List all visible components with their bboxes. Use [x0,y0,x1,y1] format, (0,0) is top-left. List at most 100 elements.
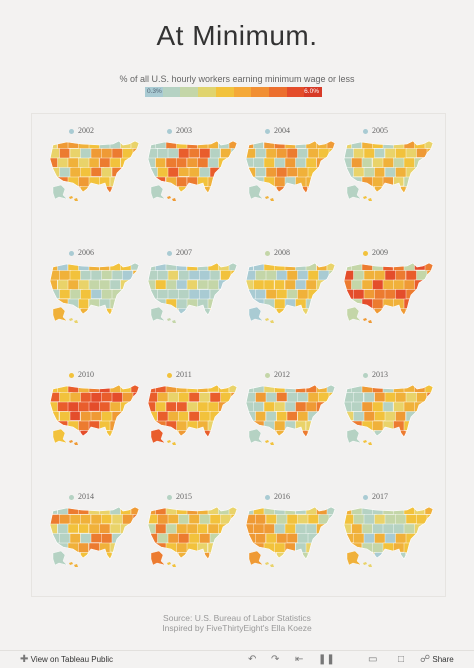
state-shape[interactable] [132,411,143,423]
state-shape[interactable] [295,401,307,413]
state-shape[interactable] [78,401,90,412]
state-shape[interactable] [59,270,72,281]
state-shape[interactable] [59,514,71,525]
state-shape[interactable] [416,552,429,562]
state-shape[interactable] [111,270,124,280]
state-shape[interactable] [220,552,232,562]
state-shape[interactable] [395,148,408,159]
state-shape[interactable] [361,523,373,534]
state-shape[interactable] [316,298,328,309]
state-shape[interactable] [307,186,320,196]
state-shape[interactable] [305,401,317,413]
state-shape[interactable] [78,523,90,534]
alaska-shape[interactable] [248,306,264,322]
state-shape[interactable] [130,176,142,187]
state-shape[interactable] [255,514,266,526]
state-shape[interactable] [220,148,232,158]
state-shape[interactable] [297,533,310,544]
state-shape[interactable] [220,186,233,198]
state-shape[interactable] [90,148,104,160]
state-shape[interactable] [341,542,353,553]
state-shape[interactable] [286,289,299,299]
state-shape[interactable] [199,270,211,281]
state-shape[interactable] [120,420,134,431]
state-shape[interactable] [120,523,133,535]
state-shape[interactable] [188,514,201,525]
state-shape[interactable] [67,279,80,291]
state-shape[interactable] [132,308,143,319]
state-shape[interactable] [47,279,58,292]
state-shape[interactable] [326,401,339,412]
state-shape[interactable] [167,186,179,197]
state-shape[interactable] [47,157,59,168]
state-shape[interactable] [245,411,256,423]
state-shape[interactable] [403,542,417,554]
state-shape[interactable] [405,552,418,562]
state-shape[interactable] [374,514,386,526]
state-shape[interactable] [88,279,101,291]
state-shape[interactable] [209,148,221,159]
us-choropleth-map[interactable] [243,139,339,203]
state-shape[interactable] [157,392,169,402]
state-shape[interactable] [178,186,191,198]
state-shape[interactable] [245,392,257,403]
state-shape[interactable] [122,167,135,177]
state-shape[interactable] [167,167,180,178]
state-shape[interactable] [363,392,375,404]
state-shape[interactable] [188,148,200,159]
state-shape[interactable] [253,401,264,413]
state-shape[interactable] [218,279,232,290]
us-choropleth-map[interactable] [145,505,241,569]
hawaii-shape[interactable] [363,562,372,567]
state-shape[interactable] [111,186,123,197]
view-on-tableau-link[interactable]: ✚ View on Tableau Public [20,654,113,665]
year-map-2006[interactable]: 2006 [47,248,143,358]
state-shape[interactable] [178,533,191,545]
state-shape[interactable] [186,401,199,413]
state-shape[interactable] [414,298,425,310]
state-shape[interactable] [328,533,339,545]
hawaii-shape[interactable] [363,318,372,323]
state-shape[interactable] [426,270,437,282]
state-shape[interactable] [286,308,298,319]
state-shape[interactable] [188,186,201,198]
state-shape[interactable] [361,157,373,168]
state-shape[interactable] [130,401,143,413]
state-shape[interactable] [197,523,208,534]
state-shape[interactable] [186,523,200,535]
state-shape[interactable] [88,157,100,169]
state-shape[interactable] [263,298,277,309]
hawaii-shape[interactable] [69,440,78,445]
state-shape[interactable] [353,148,365,160]
state-shape[interactable] [67,542,81,553]
state-shape[interactable] [353,289,365,300]
year-map-2010[interactable]: 2010 [47,370,143,480]
state-shape[interactable] [80,533,93,545]
state-shape[interactable] [426,308,437,320]
state-shape[interactable] [403,420,416,431]
state-shape[interactable] [130,505,143,516]
state-shape[interactable] [295,542,307,554]
state-shape[interactable] [176,401,189,413]
state-shape[interactable] [207,383,221,393]
state-shape[interactable] [101,411,114,422]
alaska-shape[interactable] [248,184,264,200]
state-shape[interactable] [218,401,229,412]
state-shape[interactable] [276,411,288,422]
state-shape[interactable] [307,289,321,301]
state-shape[interactable] [69,552,81,562]
hawaii-shape[interactable] [69,196,78,201]
state-shape[interactable] [318,552,332,562]
state-shape[interactable] [69,411,81,421]
state-shape[interactable] [284,139,297,150]
state-shape[interactable] [199,308,212,318]
state-shape[interactable] [80,270,92,281]
state-shape[interactable] [69,514,82,526]
state-shape[interactable] [90,430,103,442]
state-shape[interactable] [393,523,406,535]
state-shape[interactable] [424,383,436,394]
state-shape[interactable] [426,411,437,423]
state-shape[interactable] [47,505,58,515]
share-button[interactable]: ☍ Share [420,654,454,665]
state-shape[interactable] [167,148,180,159]
